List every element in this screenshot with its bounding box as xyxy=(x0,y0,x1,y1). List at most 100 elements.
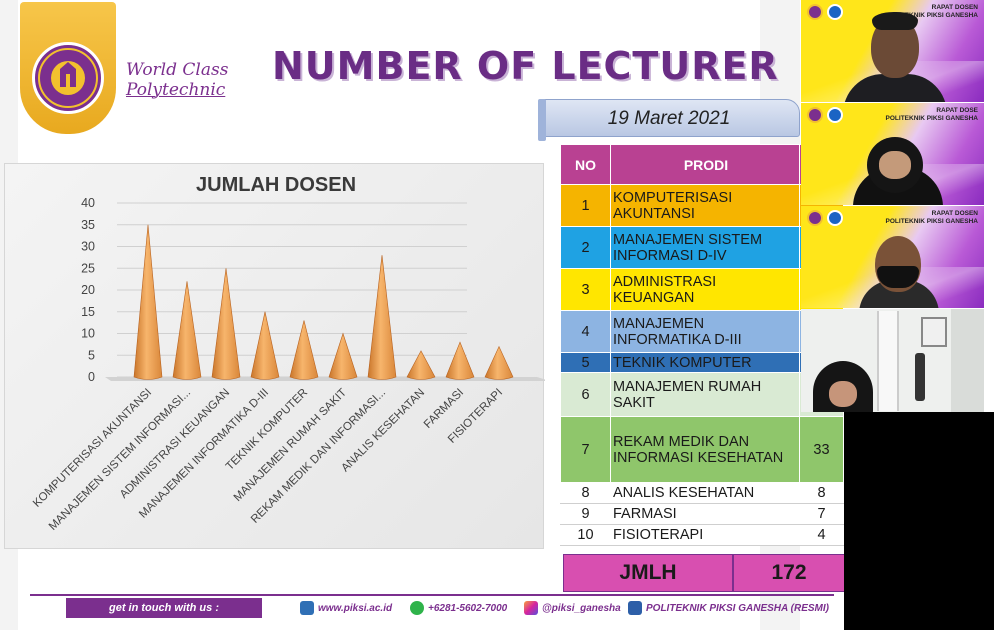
participant-avatar xyxy=(801,309,984,412)
tile-logos xyxy=(807,4,843,20)
room-frame xyxy=(921,317,947,347)
website-text: www.piksi.ac.id xyxy=(318,602,393,614)
tile-caption-line1: RAPAT DOSE xyxy=(936,107,978,114)
participant-avatar xyxy=(801,0,984,102)
footer-instagram[interactable]: @piksi_ganesha xyxy=(524,601,621,615)
tile-caption: RAPAT DOSE POLITEKNIK PIKSI GANESHA xyxy=(886,107,978,123)
row-no: 8 xyxy=(560,482,611,504)
logo-tagline: World Class Polytechnic xyxy=(126,60,228,100)
footer-whatsapp[interactable]: +6281-5602-7000 xyxy=(410,601,507,615)
video-tile-2[interactable]: RAPAT DOSE POLITEKNIK PIKSI GANESHA xyxy=(801,103,984,205)
chart-floor xyxy=(105,377,545,381)
x-category-label: MANAJEMEN SISTEM INFORMASI... xyxy=(47,387,193,533)
row-jumlah: 8 xyxy=(799,482,844,504)
facebook-icon xyxy=(628,601,642,615)
instagram-icon xyxy=(524,601,538,615)
date-ribbon-fold xyxy=(538,99,546,141)
instagram-text: @piksi_ganesha xyxy=(542,602,621,614)
row-no: 9 xyxy=(560,503,611,525)
tile-caption-line2: POLITEKNIK PIKSI GANESHA xyxy=(885,12,978,19)
cone-bar xyxy=(484,345,514,380)
date-ribbon: 19 Maret 2021 xyxy=(538,99,800,137)
cone-bar xyxy=(367,255,397,380)
row-jumlah: 4 xyxy=(799,524,844,546)
y-tick-label: 35 xyxy=(81,218,95,232)
tile-logos xyxy=(807,210,843,226)
cone-bar xyxy=(445,341,475,380)
video-empty-area xyxy=(844,412,994,630)
whatsapp-text: +6281-5602-7000 xyxy=(428,602,508,614)
room-figure xyxy=(915,353,925,401)
row-prodi: MANAJEMEN RUMAH SAKIT xyxy=(610,372,800,417)
row-prodi: FARMASI xyxy=(610,503,800,525)
participant-hair xyxy=(872,12,918,30)
footer-facebook[interactable]: POLITEKNIK PIKSI GANESHA (RESMI) xyxy=(628,601,829,615)
kemendikbud-logo-icon xyxy=(827,107,843,123)
piksi-logo-icon xyxy=(807,107,823,123)
video-tile-1[interactable]: RAPAT DOSEN POLITEKNIK PIKSI GANESHA xyxy=(801,0,984,102)
whatsapp-icon xyxy=(410,601,424,615)
row-no: 1 xyxy=(560,184,611,227)
total-row: JMLH 172 xyxy=(563,554,845,592)
y-tick-label: 15 xyxy=(81,305,95,319)
video-tile-4[interactable] xyxy=(801,309,984,412)
y-tick-label: 20 xyxy=(81,283,95,297)
row-no: 2 xyxy=(560,226,611,269)
table-row: 9 FARMASI 7 xyxy=(560,503,844,525)
participant-body xyxy=(843,74,947,102)
tile-logos xyxy=(807,107,843,123)
row-prodi: FISIOTERAPI xyxy=(610,524,800,546)
tile-caption-line1: RAPAT DOSEN xyxy=(931,4,978,11)
chart-panel: 0 5 10 15 20 25 30 35 40 KOMPUTERISASI AKUNTANSI M… xyxy=(4,163,545,549)
y-tick-label: 30 xyxy=(81,240,95,254)
header-prodi: PRODI xyxy=(610,144,800,185)
kemendikbud-logo-icon xyxy=(827,210,843,226)
piksi-logo-icon xyxy=(807,210,823,226)
participant-avatar xyxy=(801,206,984,308)
tile-caption: RAPAT DOSEN POLITEKNIK PIKSI GANESHA xyxy=(886,210,978,226)
cone-bar xyxy=(289,320,319,380)
cone-bar xyxy=(328,332,358,380)
page-title: NUMBER OF LECTURER xyxy=(272,44,779,88)
cone-bar xyxy=(172,281,202,380)
chart-title: JUMLAH DOSEN xyxy=(196,174,357,196)
cone-bar xyxy=(406,350,436,380)
y-tick-label: 10 xyxy=(81,327,95,341)
piksi-logo-icon xyxy=(807,4,823,20)
row-prodi: ANALIS KESEHATAN xyxy=(610,482,800,504)
cone-bar xyxy=(211,268,241,380)
participant-face xyxy=(829,381,857,407)
participant-mask xyxy=(877,266,919,288)
date-text: 19 Maret 2021 xyxy=(607,108,731,129)
table-row: 7 REKAM MEDIK DAN INFORMASI KESEHATAN 33 xyxy=(560,416,844,483)
tile-caption-line1: RAPAT DOSEN xyxy=(931,210,978,217)
footer-website[interactable]: www.piksi.ac.id xyxy=(300,601,392,615)
room-window xyxy=(877,311,899,411)
institution-logo xyxy=(20,2,116,134)
row-prodi: MANAJEMEN SISTEM INFORMASI D-IV xyxy=(610,226,800,269)
cone-bar xyxy=(250,311,280,380)
room-wall xyxy=(951,309,984,412)
header-no: NO xyxy=(560,144,611,185)
table-row: 10 FISIOTERAPI 4 xyxy=(560,524,844,546)
participant-face xyxy=(879,151,911,179)
y-tick-label: 0 xyxy=(88,370,95,384)
row-jumlah: 33 xyxy=(799,416,844,483)
footer-contact-label: get in touch with us : xyxy=(66,598,262,618)
globe-icon xyxy=(300,601,314,615)
row-prodi: ADMINISTRASI KEUANGAN xyxy=(610,268,800,311)
row-no: 5 xyxy=(560,352,611,373)
y-tick-label: 40 xyxy=(81,196,95,210)
total-value: 172 xyxy=(734,555,844,591)
tile-caption-line2: POLITEKNIK PIKSI GANESHA xyxy=(885,115,978,122)
y-tick-label: 5 xyxy=(88,348,95,362)
table-row: 8 ANALIS KESEHATAN 8 xyxy=(560,482,844,504)
facebook-text: POLITEKNIK PIKSI GANESHA (RESMI) xyxy=(646,602,829,614)
total-label: JMLH xyxy=(564,555,734,591)
row-no: 3 xyxy=(560,268,611,311)
row-no: 4 xyxy=(560,310,611,353)
video-tile-3[interactable]: RAPAT DOSEN POLITEKNIK PIKSI GANESHA xyxy=(801,206,984,308)
logo-tagline-line2: Polytechnic xyxy=(126,80,226,100)
tile-caption-line2: POLITEKNIK PIKSI GANESHA xyxy=(885,218,978,225)
